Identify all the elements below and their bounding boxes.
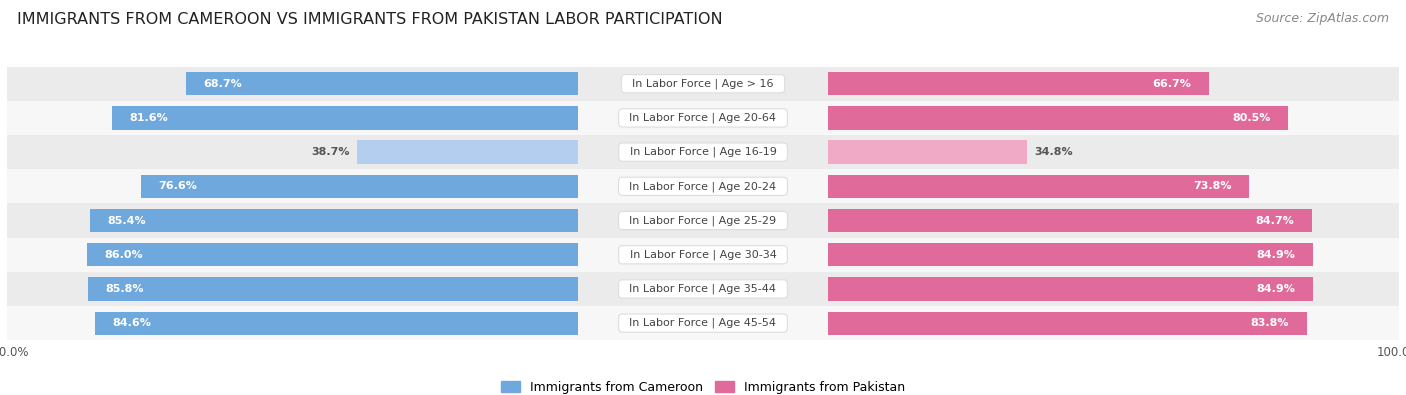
Text: 81.6%: 81.6%	[129, 113, 169, 123]
Bar	[141, 175, 578, 198]
Bar	[186, 72, 578, 95]
Text: 68.7%: 68.7%	[202, 79, 242, 89]
Bar	[112, 106, 578, 130]
Text: IMMIGRANTS FROM CAMEROON VS IMMIGRANTS FROM PAKISTAN LABOR PARTICIPATION: IMMIGRANTS FROM CAMEROON VS IMMIGRANTS F…	[17, 12, 723, 27]
Text: In Labor Force | Age 20-24: In Labor Force | Age 20-24	[623, 181, 783, 192]
Bar	[7, 101, 1399, 135]
Bar	[828, 72, 1209, 95]
Bar	[90, 209, 578, 232]
Bar	[828, 141, 1026, 164]
Bar	[89, 277, 578, 301]
Text: In Labor Force | Age 30-34: In Labor Force | Age 30-34	[623, 250, 783, 260]
Bar	[7, 203, 1399, 238]
Bar	[87, 243, 578, 266]
Legend: Immigrants from Cameroon, Immigrants from Pakistan: Immigrants from Cameroon, Immigrants fro…	[496, 376, 910, 395]
Text: 85.8%: 85.8%	[105, 284, 143, 294]
Text: In Labor Force | Age 35-44: In Labor Force | Age 35-44	[623, 284, 783, 294]
Text: In Labor Force | Age > 16: In Labor Force | Age > 16	[626, 79, 780, 89]
Text: In Labor Force | Age 25-29: In Labor Force | Age 25-29	[623, 215, 783, 226]
Text: 80.5%: 80.5%	[1232, 113, 1270, 123]
Bar	[7, 238, 1399, 272]
Bar	[7, 135, 1399, 169]
Bar	[7, 306, 1399, 340]
Text: 76.6%: 76.6%	[157, 181, 197, 191]
Bar	[828, 175, 1250, 198]
Bar	[7, 272, 1399, 306]
Text: In Labor Force | Age 45-54: In Labor Force | Age 45-54	[623, 318, 783, 328]
Text: 83.8%: 83.8%	[1250, 318, 1289, 328]
Bar	[828, 277, 1313, 301]
Text: 84.9%: 84.9%	[1257, 250, 1295, 260]
Text: In Labor Force | Age 20-64: In Labor Force | Age 20-64	[623, 113, 783, 123]
Bar	[828, 106, 1288, 130]
Text: 84.9%: 84.9%	[1257, 284, 1295, 294]
Bar	[828, 243, 1313, 266]
Text: 86.0%: 86.0%	[104, 250, 143, 260]
Text: 38.7%: 38.7%	[311, 147, 350, 157]
Bar	[96, 312, 578, 335]
Text: 84.6%: 84.6%	[112, 318, 152, 328]
Text: In Labor Force | Age 16-19: In Labor Force | Age 16-19	[623, 147, 783, 157]
Bar	[828, 312, 1306, 335]
Bar	[7, 67, 1399, 101]
Text: 85.4%: 85.4%	[108, 216, 146, 226]
Bar	[7, 169, 1399, 203]
Text: 66.7%: 66.7%	[1153, 79, 1191, 89]
Bar	[828, 209, 1312, 232]
Text: 34.8%: 34.8%	[1033, 147, 1073, 157]
Text: Source: ZipAtlas.com: Source: ZipAtlas.com	[1256, 12, 1389, 25]
Text: 73.8%: 73.8%	[1194, 181, 1232, 191]
Text: 84.7%: 84.7%	[1256, 216, 1295, 226]
Bar	[357, 141, 578, 164]
